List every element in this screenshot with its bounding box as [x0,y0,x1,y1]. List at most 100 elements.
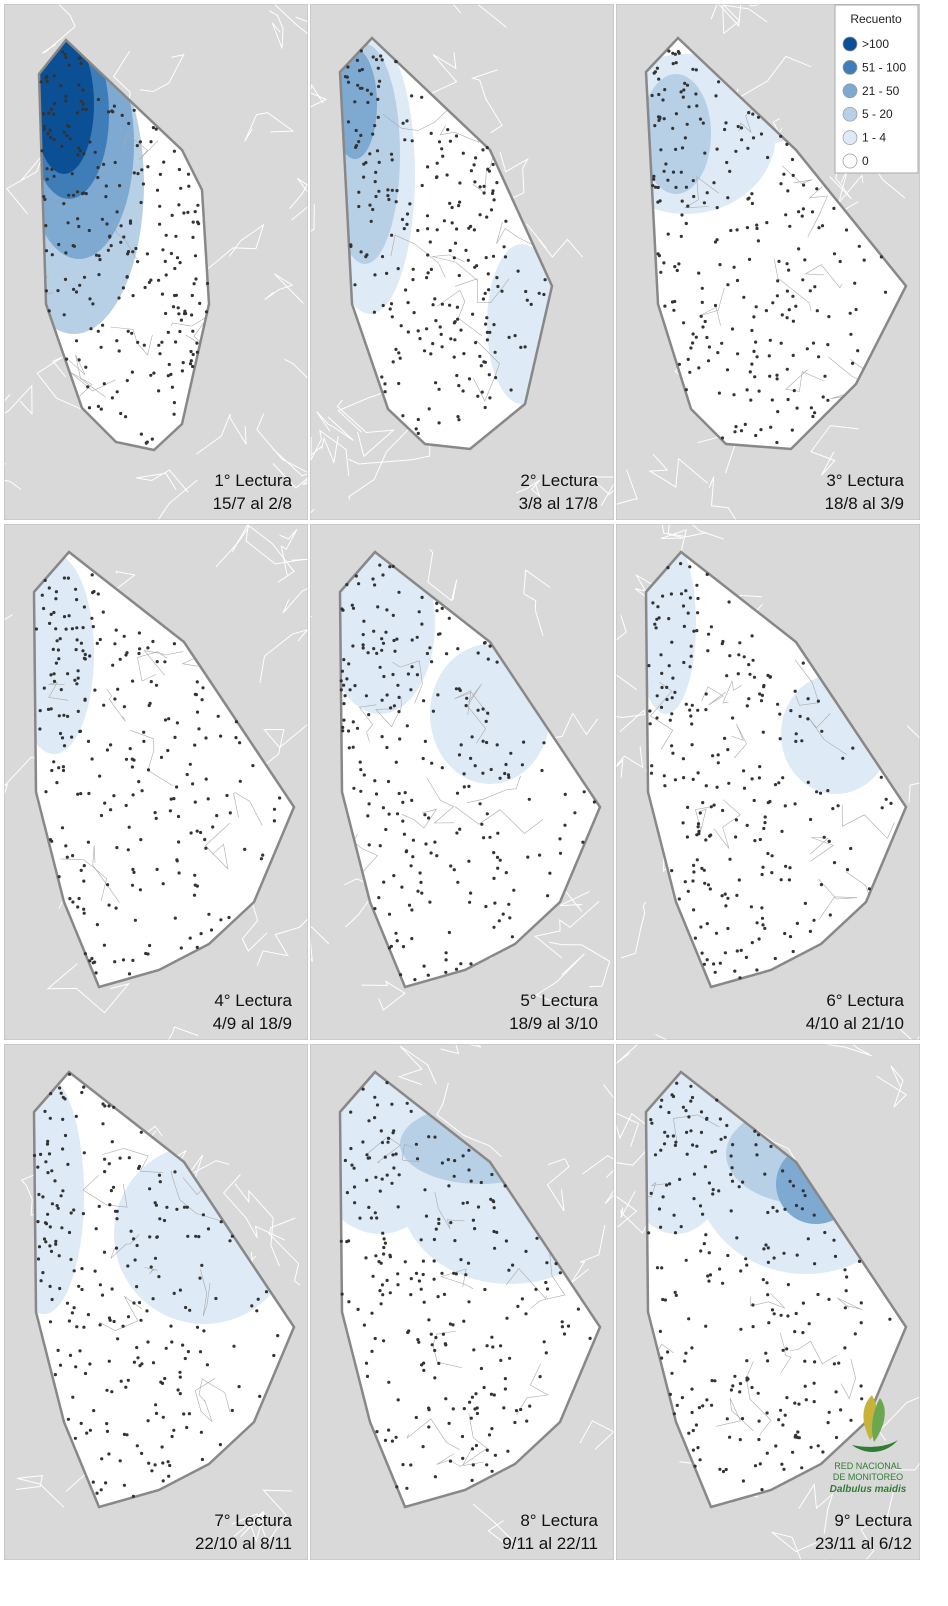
sample-point [190,293,194,298]
sample-point [843,1306,847,1310]
sample-point [684,1109,688,1113]
sample-point [88,654,92,658]
sample-point [683,880,687,884]
sample-point [492,1206,496,1210]
sample-point [105,1422,109,1426]
sample-point [698,811,702,815]
sample-point [735,278,740,283]
sample-point [706,649,710,653]
sample-point [100,1457,104,1461]
sample-point [193,692,197,696]
sample-point [394,931,398,935]
sample-point [406,1330,410,1335]
sample-point [133,1258,137,1262]
sample-point [361,633,365,637]
sample-point [554,1262,558,1266]
sample-point [250,1304,254,1308]
sample-point [114,628,118,632]
sample-point [365,88,369,92]
sample-point [433,297,437,301]
sample-point [361,643,365,647]
sample-point [660,1266,664,1270]
sample-point [721,808,725,813]
sample-point [452,868,456,872]
sample-point [725,368,730,372]
sample-point [479,1180,483,1185]
sample-point [801,1331,805,1335]
sample-point [658,1329,662,1333]
sample-point [61,50,65,54]
sample-point [52,137,56,142]
sample-point [178,329,182,334]
sample-point [135,1285,139,1289]
sample-point [47,111,51,115]
sample-point [79,1421,83,1425]
sample-point [807,1322,811,1326]
sample-point [340,607,344,611]
boundary-line [648,453,708,488]
sample-point [785,316,789,320]
sample-point [118,184,122,188]
sample-point [94,253,99,257]
sample-point [667,617,671,621]
sample-point [45,1142,50,1146]
sample-point [191,352,195,357]
logo: RED NACIONAL DE MONITOREO Dalbulus maidi… [830,1395,907,1495]
sample-point [452,355,456,359]
sample-point [159,755,164,759]
sample-point [93,688,97,692]
sample-point [485,740,489,745]
sample-point [397,710,401,714]
sample-point [469,224,473,228]
sample-point [726,748,730,752]
sample-point [149,373,153,377]
sample-point [516,1304,520,1308]
legend-label: 1 - 4 [862,131,886,145]
sample-point [752,798,756,803]
sample-point [672,308,676,312]
sample-point [202,1329,206,1333]
sample-point [461,1154,465,1158]
legend-swatch [842,153,858,169]
sample-point [493,350,497,354]
sample-point [756,239,760,243]
sample-point [705,335,709,340]
legend-swatch [842,130,858,145]
sample-point [378,1289,382,1293]
sample-point [478,802,482,806]
sample-point [670,696,674,700]
sample-point [109,808,113,812]
sample-point [54,597,58,601]
sample-point [513,1420,517,1425]
sample-point [437,1221,441,1226]
sample-point [732,265,736,269]
sample-point [492,1229,496,1234]
sample-point [349,1110,353,1114]
panel-title: 7° Lectura [214,1511,292,1530]
sample-point [75,1325,79,1329]
sample-point [48,1244,52,1248]
sample-point [192,282,196,286]
sample-point [695,629,699,633]
sample-point [395,637,399,641]
sample-point [181,361,185,365]
sample-point [444,1397,448,1401]
sample-point [738,976,742,980]
sample-point [77,896,81,901]
sample-point [72,244,76,248]
sample-point [186,1350,190,1354]
sample-point [453,241,458,245]
sample-point [52,101,57,106]
panel-dates: 3/8 al 17/8 [519,494,598,513]
sample-point [664,162,668,166]
sample-point [67,614,71,618]
legend-swatch [842,36,858,52]
sample-point [355,726,360,730]
sample-point [110,1390,114,1394]
sample-point [465,1201,469,1205]
sample-point [396,683,400,687]
sample-point [748,370,752,374]
sample-point [65,134,69,138]
sample-point [346,80,351,84]
